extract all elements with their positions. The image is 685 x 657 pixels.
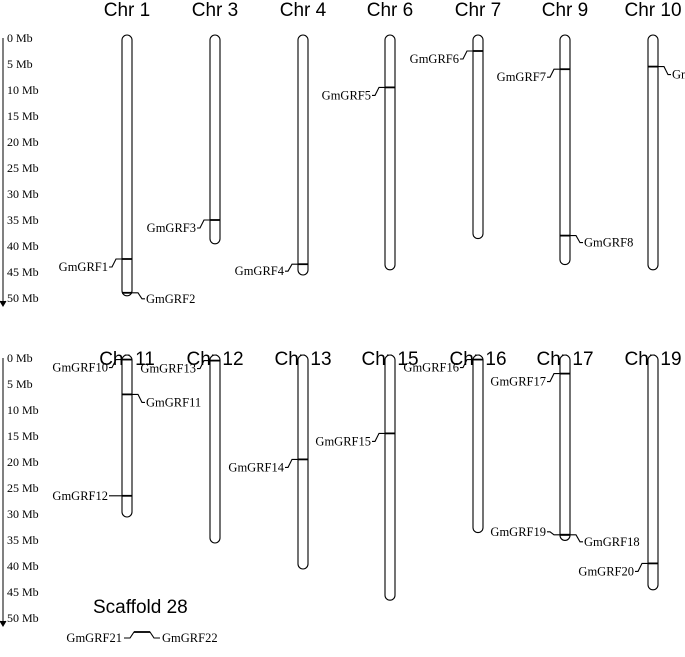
gene-leader-line xyxy=(460,359,473,369)
gene-label: GmGRF9 xyxy=(672,68,685,82)
gene-label: GmGRF12 xyxy=(52,489,108,503)
gene-label: GmGRF4 xyxy=(235,264,285,278)
scaffold-label: Scaffold 28 xyxy=(93,597,188,618)
scale-tick-label: 30 Mb xyxy=(7,507,39,521)
scale-tick-label: 5 Mb xyxy=(7,57,33,71)
chromosome-bar xyxy=(209,354,221,544)
gene-label: GmGRF18 xyxy=(584,535,640,549)
scale-tick-label: 15 Mb xyxy=(7,109,39,123)
gene-label: GmGRF6 xyxy=(410,52,459,66)
chromosome-bar xyxy=(384,34,396,271)
chromosome-bar xyxy=(647,354,659,591)
gene-leader-line xyxy=(285,263,298,272)
chromosome-bar xyxy=(559,354,571,541)
gene-leader-line xyxy=(132,292,145,300)
gene-leader-line xyxy=(372,432,385,442)
chromosome-label: Chr 3 xyxy=(192,0,238,21)
scale-tick-label: 10 Mb xyxy=(7,83,39,97)
scale-tick-label: 20 Mb xyxy=(7,455,39,469)
gene-label: GmGRF1 xyxy=(59,260,108,274)
gene-leader-line xyxy=(285,458,298,468)
scale-tick-label: 0 Mb xyxy=(7,31,33,45)
scale-tick-label: 35 Mb xyxy=(7,533,39,547)
gene-leader-line xyxy=(460,50,473,60)
gene-label: GmGRF16 xyxy=(403,361,459,375)
scale-tick-label: 35 Mb xyxy=(7,213,39,227)
gene-leader-line xyxy=(635,562,648,572)
scale-tick-label: 25 Mb xyxy=(7,481,39,495)
chromosome-bar xyxy=(384,354,396,601)
chromosome-bar xyxy=(472,34,484,240)
scale-tick-label: 30 Mb xyxy=(7,187,39,201)
scale-tick-label: 20 Mb xyxy=(7,135,39,149)
chromosome-label: Chr 6 xyxy=(367,0,413,21)
scale-axis-arrow xyxy=(0,620,7,627)
gene-leader-line xyxy=(197,360,210,370)
gene-label: GmGRF21 xyxy=(66,631,122,645)
scale-tick-label: 5 Mb xyxy=(7,377,33,391)
gene-label: GmGRF14 xyxy=(228,460,284,474)
gene-leader-line xyxy=(547,531,560,536)
chromosome-label: Chr 7 xyxy=(455,0,501,21)
gene-leader-line xyxy=(109,258,122,268)
gene-label: GmGRF10 xyxy=(52,361,108,375)
scale-axis-arrow xyxy=(0,300,7,307)
chromosome-label: Chr 9 xyxy=(542,0,588,21)
scale-tick-label: 10 Mb xyxy=(7,403,39,417)
gene-label: GmGRF15 xyxy=(315,434,371,448)
scale-tick-label: 40 Mb xyxy=(7,559,39,573)
chromosome-label: Chr 4 xyxy=(280,0,327,21)
scale-tick-label: 50 Mb xyxy=(7,611,39,625)
chromosome-bar xyxy=(209,34,221,245)
scale-tick-label: 45 Mb xyxy=(7,585,39,599)
gene-label: GmGRF13 xyxy=(140,362,196,376)
chromosome-bar xyxy=(297,34,309,276)
gene-leader-line xyxy=(570,235,583,244)
gene-label: GmGRF7 xyxy=(497,70,546,84)
scale-tick-label: 45 Mb xyxy=(7,265,39,279)
scale-tick-label: 0 Mb xyxy=(7,351,33,365)
gene-label: GmGRF17 xyxy=(490,375,546,389)
gene-label: GmGRF20 xyxy=(578,564,634,578)
scale-tick-label: 50 Mb xyxy=(7,291,39,305)
gene-leader-line xyxy=(547,68,560,78)
gene-leader-line xyxy=(372,86,385,96)
gene-leader-line xyxy=(109,359,122,369)
gene-label: GmGRF5 xyxy=(322,88,371,102)
scale-tick-label: 25 Mb xyxy=(7,161,39,175)
gene-label: GmGRF8 xyxy=(584,236,633,250)
gene-label: GmGRF3 xyxy=(147,221,196,235)
gene-leader-line xyxy=(197,219,210,229)
gene-label: GmGRF22 xyxy=(162,631,218,645)
gene-leader-line xyxy=(570,534,583,543)
gene-leader-line xyxy=(658,66,671,76)
chromosome-bar xyxy=(559,34,571,266)
gene-leader-line xyxy=(132,393,145,403)
gene-label: GmGRF11 xyxy=(146,395,201,409)
chromosome-label: Chr 1 xyxy=(104,0,150,21)
scale-tick-label: 15 Mb xyxy=(7,429,39,443)
gene-leader-line xyxy=(547,373,560,383)
chromosome-label: Chr 10 xyxy=(624,0,681,21)
gene-label: GmGRF19 xyxy=(490,525,546,539)
chromosome-bar xyxy=(472,354,484,534)
chromosome-bar xyxy=(121,354,133,518)
chromosome-bar xyxy=(121,34,133,297)
chromosome-bar xyxy=(647,34,659,271)
scale-tick-label: 40 Mb xyxy=(7,239,39,253)
scaffold-marker xyxy=(124,631,160,639)
gene-label: GmGRF2 xyxy=(146,292,195,306)
chromosome-bar xyxy=(297,354,309,570)
